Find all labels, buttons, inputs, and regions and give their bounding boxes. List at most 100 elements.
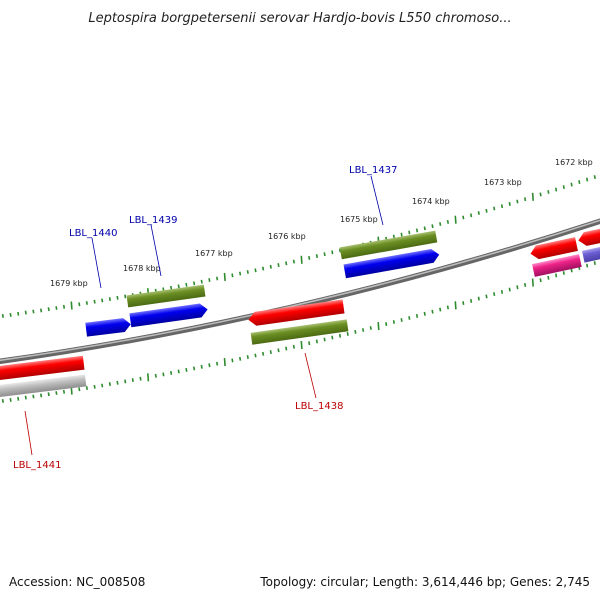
minor-tick: [32, 394, 35, 399]
gene-label-lbl-1441[interactable]: LBL_1441: [13, 460, 61, 471]
minor-tick: [593, 261, 596, 266]
minor-tick: [239, 356, 242, 361]
chromosome-backbone: [0, 218, 600, 365]
minor-tick: [17, 311, 20, 316]
minor-tick: [415, 228, 419, 233]
minor-tick: [62, 389, 66, 394]
minor-tick: [547, 275, 550, 280]
minor-tick: [308, 341, 311, 346]
minor-tick: [193, 366, 196, 371]
minor-tick: [277, 263, 280, 268]
minor-tick: [392, 320, 395, 324]
minor-tick: [508, 201, 511, 206]
minor-tick: [446, 219, 449, 224]
gene-label-lbl-1437[interactable]: LBL_1437: [349, 165, 397, 176]
minor-tick: [338, 333, 342, 338]
minor-tick: [516, 199, 519, 204]
gene-lbl-1440[interactable]: [85, 317, 131, 337]
minor-tick: [231, 358, 234, 363]
minor-tick: [24, 395, 27, 400]
minor-tick: [208, 278, 211, 283]
minor-tick: [439, 307, 442, 312]
major-tick: [454, 215, 457, 224]
feature-magenta-right[interactable]: [532, 254, 582, 277]
minor-tick: [124, 379, 127, 384]
gene-lbl-1437[interactable]: [343, 248, 441, 279]
minor-tick: [331, 335, 334, 340]
minor-tick: [177, 284, 180, 289]
minor-tick: [462, 215, 465, 220]
gene-label-lbl-1438[interactable]: LBL_1438: [295, 401, 343, 412]
feature-olive-forward-2[interactable]: [339, 230, 438, 260]
gene-label-lbl-1439[interactable]: LBL_1439: [129, 215, 177, 226]
minor-tick: [24, 310, 27, 315]
minor-tick: [385, 322, 388, 327]
minor-tick: [516, 285, 519, 290]
gene-labels: LBL_1440 LBL_1439 LBL_1437 LBL_1438 LBL_…: [13, 165, 397, 471]
major-tick: [531, 278, 534, 287]
feature-gray-left[interactable]: [0, 374, 87, 398]
minor-tick: [477, 211, 480, 215]
minor-tick: [524, 282, 527, 287]
minor-tick: [423, 311, 426, 316]
minor-tick: [323, 337, 326, 342]
feature-purple-right[interactable]: [582, 245, 600, 263]
minor-tick: [9, 312, 12, 317]
minor-tick: [208, 363, 211, 368]
forward-strand-features: [85, 227, 600, 337]
minor-tick: [285, 261, 288, 266]
gene-lbl-1441[interactable]: [0, 355, 85, 381]
minor-tick: [431, 224, 434, 229]
kbp-label: 1677 kbp: [195, 249, 233, 258]
minor-tick: [539, 192, 542, 197]
minor-tick: [216, 276, 219, 281]
feature-olive-forward-1[interactable]: [126, 284, 206, 308]
minor-tick: [292, 259, 295, 264]
gene-lbl-1439[interactable]: [129, 303, 208, 328]
feature-olive-reverse[interactable]: [250, 319, 349, 345]
minor-tick: [101, 298, 104, 303]
minor-tick: [555, 187, 558, 192]
genome-summary: Topology: circular; Length: 3,614,446 bp…: [259, 575, 590, 589]
minor-tick: [269, 264, 272, 269]
minor-tick: [354, 329, 357, 334]
minor-tick: [292, 344, 295, 349]
leader-line: [370, 175, 384, 226]
gene-lbl-1438[interactable]: [248, 299, 345, 327]
minor-tick: [269, 350, 272, 355]
minor-tick: [493, 292, 496, 297]
minor-tick: [586, 263, 589, 268]
minor-tick: [555, 273, 558, 278]
minor-tick: [193, 281, 196, 286]
minor-tick: [570, 268, 573, 273]
feature-red-right-2[interactable]: [577, 227, 600, 247]
minor-tick: [262, 266, 265, 271]
major-tick: [300, 340, 303, 350]
minor-tick: [40, 393, 43, 398]
minor-tick: [485, 294, 488, 299]
minor-tick: [239, 271, 242, 276]
minor-tick: [9, 397, 12, 402]
inner-tick-ring: [1, 261, 596, 403]
minor-tick: [47, 307, 50, 312]
reverse-strand-features: [0, 299, 349, 398]
major-tick: [300, 255, 303, 264]
minor-tick: [139, 376, 142, 381]
minor-tick: [185, 282, 188, 287]
feature-red-right-1[interactable]: [529, 237, 578, 260]
kbp-label: 1676 kbp: [268, 232, 306, 241]
minor-tick: [562, 271, 565, 275]
minor-tick: [315, 339, 318, 344]
minor-tick: [539, 278, 542, 283]
minor-tick: [331, 250, 334, 255]
minor-tick: [323, 252, 326, 257]
gene-label-lbl-1440[interactable]: LBL_1440: [69, 228, 117, 239]
minor-tick: [108, 382, 111, 387]
major-tick: [70, 301, 73, 310]
minor-tick: [578, 180, 581, 185]
minor-tick: [254, 268, 257, 273]
major-tick: [454, 301, 457, 310]
minor-tick: [308, 255, 311, 260]
minor-tick: [508, 287, 511, 292]
